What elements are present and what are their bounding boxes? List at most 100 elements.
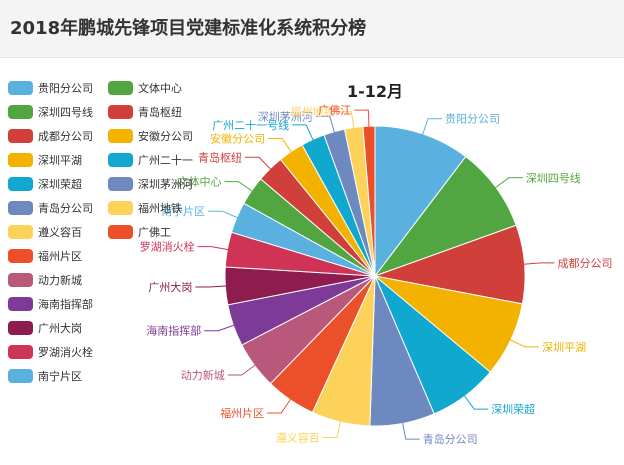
legend-item[interactable]: 贵阳分公司 bbox=[8, 80, 93, 96]
legend-swatch bbox=[8, 321, 33, 335]
legend-label: 广佛工 bbox=[138, 226, 171, 239]
legend-label: 福州片区 bbox=[38, 250, 82, 263]
label-leader-line bbox=[492, 177, 523, 191]
legend-label: 青岛枢纽 bbox=[138, 106, 182, 119]
legend-item[interactable]: 文体中心 bbox=[108, 80, 182, 96]
label-leader-line bbox=[337, 111, 355, 132]
header-bar: 2018年鹏城先锋项目党建标准化系统积分榜 bbox=[0, 0, 624, 58]
label-leader-line bbox=[268, 138, 294, 156]
legend-label: 动力新城 bbox=[38, 274, 82, 287]
legend-label: 深圳平湖 bbox=[38, 154, 82, 167]
legend-item[interactable]: 深圳荣超 bbox=[8, 176, 82, 192]
legend-label: 文体中心 bbox=[138, 82, 182, 95]
label-leader-line bbox=[208, 210, 241, 220]
legend-label: 海南指挥部 bbox=[38, 298, 93, 311]
slice-label: 遵义容百 bbox=[276, 431, 320, 445]
slice-label: 动力新城 bbox=[181, 368, 225, 382]
legend-label: 南宁片区 bbox=[38, 370, 82, 383]
slice-label: 福州地铁 bbox=[290, 105, 334, 119]
chart-title: 1-12月 bbox=[347, 82, 403, 101]
label-leader-line bbox=[195, 285, 230, 288]
legend-swatch bbox=[8, 153, 33, 167]
legend-swatch bbox=[8, 201, 33, 215]
legend-label: 深圳茅洲河 bbox=[138, 178, 193, 191]
slice-label: 广州大岗 bbox=[148, 280, 192, 294]
slice-label: 南宁片区 bbox=[161, 204, 205, 218]
legend-item[interactable]: 深圳茅洲河 bbox=[108, 176, 193, 192]
label-leader-line bbox=[204, 323, 238, 332]
label-leader-line bbox=[267, 396, 293, 414]
legend-swatch bbox=[108, 201, 133, 215]
legend-item[interactable]: 广州大岗 bbox=[8, 320, 82, 336]
label-leader-line bbox=[224, 181, 256, 194]
legend-label: 遵义容百 bbox=[38, 226, 82, 239]
label-leader-line bbox=[354, 109, 370, 131]
legend-label: 安徽分公司 bbox=[138, 130, 193, 143]
legend-swatch bbox=[8, 369, 33, 383]
slice-label: 深圳荣超 bbox=[491, 402, 535, 416]
legend-label: 贵阳分公司 bbox=[38, 82, 93, 95]
legend-swatch bbox=[8, 81, 33, 95]
label-leader-line bbox=[401, 419, 420, 440]
legend-item[interactable]: 罗湖消火栓 bbox=[8, 344, 93, 360]
legend-label: 成都分公司 bbox=[38, 130, 93, 143]
page-title: 2018年鹏城先锋项目党建标准化系统积分榜 bbox=[10, 18, 367, 39]
legend-item[interactable]: 动力新城 bbox=[8, 272, 82, 288]
label-leader-line bbox=[245, 156, 274, 172]
slice-label: 安徽分公司 bbox=[210, 132, 265, 146]
label-leader-line bbox=[227, 362, 259, 376]
slice-label: 深圳平湖 bbox=[542, 341, 586, 354]
legend-item[interactable]: 深圳平湖 bbox=[8, 152, 82, 168]
legend-swatch bbox=[8, 273, 33, 287]
legend-swatch bbox=[8, 177, 33, 191]
legend-item[interactable]: 深圳四号线 bbox=[8, 104, 93, 120]
legend-swatch bbox=[8, 297, 33, 311]
legend-item[interactable]: 青岛枢纽 bbox=[108, 104, 182, 120]
legend-swatch bbox=[108, 129, 133, 143]
legend-item[interactable]: 遵义容百 bbox=[8, 224, 82, 240]
legend-label: 罗湖消火栓 bbox=[38, 346, 93, 359]
legend-item[interactable]: 成都分公司 bbox=[8, 128, 93, 144]
legend-swatch bbox=[8, 225, 33, 239]
label-leader-line bbox=[322, 417, 342, 438]
legend-item[interactable]: 南宁片区 bbox=[8, 368, 82, 384]
legend-item[interactable]: 广佛工 bbox=[108, 224, 171, 240]
slice-label: 青岛分公司 bbox=[423, 432, 478, 446]
slice-label: 深圳四号线 bbox=[526, 171, 581, 185]
legend-swatch bbox=[8, 105, 33, 119]
slice-label: 福州片区 bbox=[220, 406, 264, 420]
label-leader-line bbox=[461, 392, 489, 410]
slice-label: 文体中心 bbox=[178, 175, 222, 189]
label-leader-line bbox=[520, 262, 555, 265]
legend-swatch bbox=[108, 153, 133, 167]
legend-item[interactable]: 安徽分公司 bbox=[108, 128, 193, 144]
legend-swatch bbox=[108, 81, 133, 95]
legend-item[interactable]: 海南指挥部 bbox=[8, 296, 93, 312]
legend-label: 青岛分公司 bbox=[38, 202, 93, 215]
label-leader-line bbox=[315, 115, 336, 136]
slice-label: 广佛江 bbox=[318, 104, 351, 117]
slice-label: 广州二十一号线 bbox=[212, 118, 289, 132]
legend-item[interactable]: 福州片区 bbox=[8, 248, 82, 264]
legend-swatch bbox=[108, 177, 133, 191]
label-leader-line bbox=[421, 118, 442, 138]
legend-item[interactable]: 广州二十一 bbox=[108, 152, 193, 168]
label-leader-line bbox=[292, 124, 315, 144]
legend-label: 福州地铁 bbox=[138, 202, 182, 215]
slice-label: 青岛枢纽 bbox=[198, 150, 242, 164]
slice-label: 贵阳分公司 bbox=[445, 113, 500, 126]
legend-swatch bbox=[8, 129, 33, 143]
label-leader-line bbox=[197, 246, 232, 251]
slice-label: 深圳茅洲河 bbox=[258, 110, 313, 123]
legend-swatch bbox=[108, 105, 133, 119]
legend-swatch bbox=[8, 345, 33, 359]
label-leader-line bbox=[506, 337, 540, 348]
legend-item[interactable]: 福州地铁 bbox=[108, 200, 182, 216]
legend-item[interactable]: 青岛分公司 bbox=[8, 200, 93, 216]
legend-label: 深圳四号线 bbox=[38, 106, 93, 119]
slice-label: 成都分公司 bbox=[558, 257, 613, 270]
slice-label: 海南指挥部 bbox=[146, 324, 201, 338]
legend-label: 广州大岗 bbox=[38, 322, 82, 335]
